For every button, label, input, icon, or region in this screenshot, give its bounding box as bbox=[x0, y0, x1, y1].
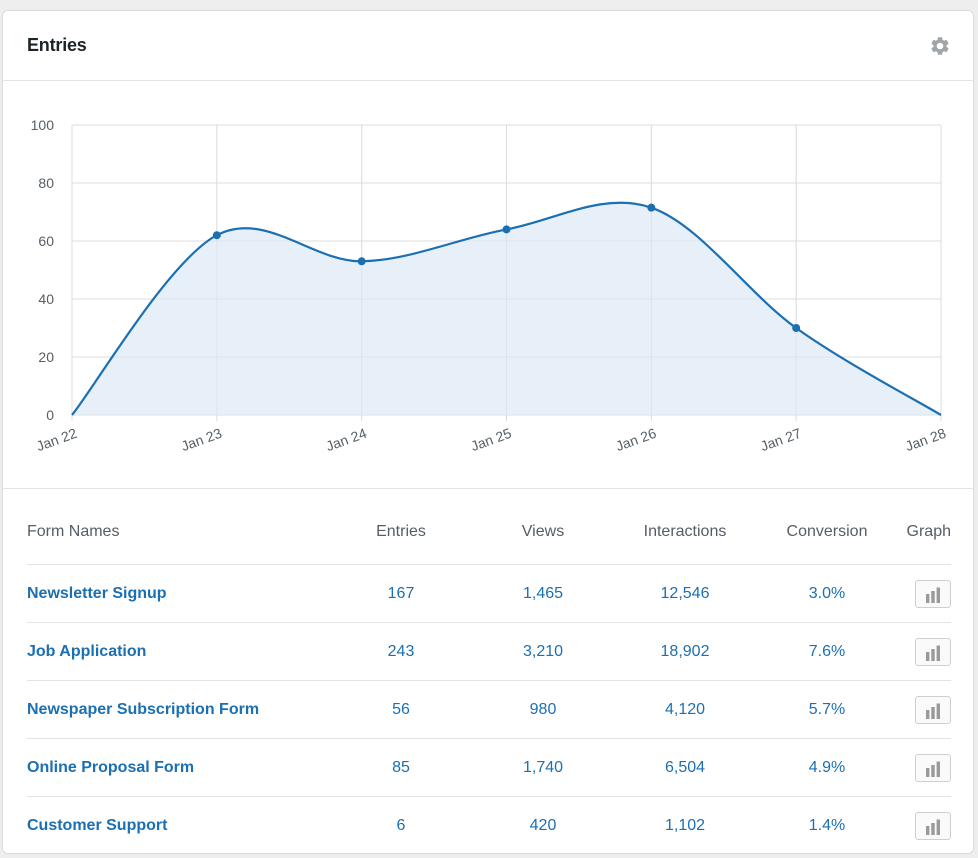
view-graph-button[interactable] bbox=[915, 811, 951, 840]
table-row: Newspaper Subscription Form 56 980 4,120 5.7… bbox=[27, 680, 951, 739]
bar-chart-icon bbox=[926, 819, 940, 835]
column-header-conversion: Conversion bbox=[759, 499, 895, 565]
section-divider bbox=[3, 488, 973, 489]
form-name-cell: Customer Support bbox=[27, 797, 327, 854]
x-tick-label: Jan 25 bbox=[469, 425, 514, 454]
table-row: Online Proposal Form 85 1,740 6,504 4.9% bbox=[27, 738, 951, 797]
data-point bbox=[647, 203, 656, 212]
views-cell: 3,210 bbox=[475, 622, 611, 681]
form-name-link[interactable]: Customer Support bbox=[27, 816, 168, 834]
entries-cell: 56 bbox=[327, 680, 475, 739]
view-graph-button[interactable] bbox=[915, 637, 951, 666]
card-title: Entries bbox=[27, 35, 87, 55]
table-row: Job Application 243 3,210 18,902 7.6% bbox=[27, 622, 951, 681]
table-body: Newsletter Signup 167 1,465 12,546 3.0% Job A… bbox=[27, 564, 951, 854]
x-tick-label: Jan 23 bbox=[179, 425, 224, 454]
y-tick-label: 80 bbox=[38, 175, 54, 191]
y-tick-label: 60 bbox=[38, 233, 54, 249]
view-graph-button[interactable] bbox=[915, 753, 951, 782]
form-name-link[interactable]: Job Application bbox=[27, 642, 147, 660]
interactions-cell: 4,120 bbox=[611, 680, 759, 739]
form-name-cell: Newsletter Signup bbox=[27, 564, 327, 623]
form-name-cell: Job Application bbox=[27, 622, 327, 681]
conversion-cell: 7.6% bbox=[759, 622, 895, 681]
form-name-link[interactable]: Newspaper Subscription Form bbox=[27, 700, 260, 718]
interactions-cell: 6,504 bbox=[611, 738, 759, 797]
x-tick-label: Jan 26 bbox=[613, 425, 658, 454]
gear-icon[interactable] bbox=[929, 35, 951, 57]
views-cell: 980 bbox=[475, 680, 611, 739]
entries-cell: 6 bbox=[396, 816, 406, 834]
card-header: Entries bbox=[3, 11, 973, 81]
form-name-link[interactable]: Newsletter Signup bbox=[27, 584, 167, 602]
graph-cell bbox=[895, 622, 951, 681]
column-header-form-names: Form Names bbox=[27, 499, 327, 565]
x-tick-label: Jan 22 bbox=[34, 425, 79, 454]
conversion-cell: 3.0% bbox=[759, 564, 895, 623]
conversion-cell: 1.4% bbox=[808, 816, 846, 834]
views-cell: 1,740 bbox=[475, 738, 611, 797]
table-row: Customer Support 6 420 1,102 1.4% bbox=[27, 797, 951, 854]
graph-cell bbox=[895, 680, 951, 739]
form-name-cell: Online Proposal Form bbox=[27, 738, 327, 797]
data-point bbox=[212, 231, 221, 240]
data-point bbox=[792, 324, 801, 332]
interactions-cell: 18,902 bbox=[611, 622, 759, 681]
entries-card: Entries 0 20 40 60 80 100 Jan 22 Jan 23 Jan 24 Ja… bbox=[2, 10, 974, 854]
column-header-views: Views bbox=[475, 499, 611, 565]
graph-cell bbox=[895, 797, 951, 854]
table-header-row: Form Names Entries Views Interactions Co… bbox=[27, 499, 951, 565]
data-point bbox=[502, 225, 511, 234]
y-tick-label: 20 bbox=[38, 349, 54, 365]
x-tick-label: Jan 28 bbox=[903, 425, 948, 454]
graph-cell bbox=[895, 738, 951, 797]
table-row: Newsletter Signup 167 1,465 12,546 3.0% bbox=[27, 564, 951, 623]
form-name-cell: Newspaper Subscription Form bbox=[27, 680, 327, 739]
forms-table: Form Names Entries Views Interactions Co… bbox=[27, 499, 951, 854]
x-tick-label: Jan 24 bbox=[324, 425, 369, 454]
y-tick-label: 0 bbox=[46, 407, 54, 423]
entries-cell: 243 bbox=[327, 622, 475, 681]
bar-chart-icon bbox=[926, 587, 940, 603]
conversion-cell: 4.9% bbox=[759, 738, 895, 797]
data-point bbox=[357, 257, 366, 266]
graph-cell bbox=[895, 564, 951, 623]
y-tick-label: 100 bbox=[31, 117, 55, 133]
views-cell: 1,465 bbox=[475, 564, 611, 623]
views-cell: 420 bbox=[529, 816, 557, 834]
conversion-cell: 5.7% bbox=[759, 680, 895, 739]
view-graph-button[interactable] bbox=[915, 579, 951, 608]
y-tick-label: 40 bbox=[38, 291, 54, 307]
column-header-graph: Graph bbox=[895, 499, 951, 565]
entries-area-chart: 0 20 40 60 80 100 Jan 22 Jan 23 Jan 24 Jan 25 Jan … bbox=[31, 117, 949, 454]
form-name-link[interactable]: Online Proposal Form bbox=[27, 758, 195, 776]
entries-chart: 0 20 40 60 80 100 Jan 22 Jan 23 Jan 24 Jan 25 Jan … bbox=[3, 81, 973, 489]
column-header-interactions: Interactions bbox=[611, 499, 759, 565]
entries-cell: 85 bbox=[327, 738, 475, 797]
x-tick-label: Jan 27 bbox=[758, 425, 803, 454]
interactions-cell: 12,546 bbox=[611, 564, 759, 623]
bar-chart-icon bbox=[926, 703, 940, 719]
view-graph-button[interactable] bbox=[915, 695, 951, 724]
bar-chart-icon bbox=[926, 761, 940, 777]
entries-cell: 167 bbox=[327, 564, 475, 623]
column-header-entries: Entries bbox=[327, 499, 475, 565]
bar-chart-icon bbox=[926, 645, 940, 661]
interactions-cell: 1,102 bbox=[664, 816, 706, 834]
